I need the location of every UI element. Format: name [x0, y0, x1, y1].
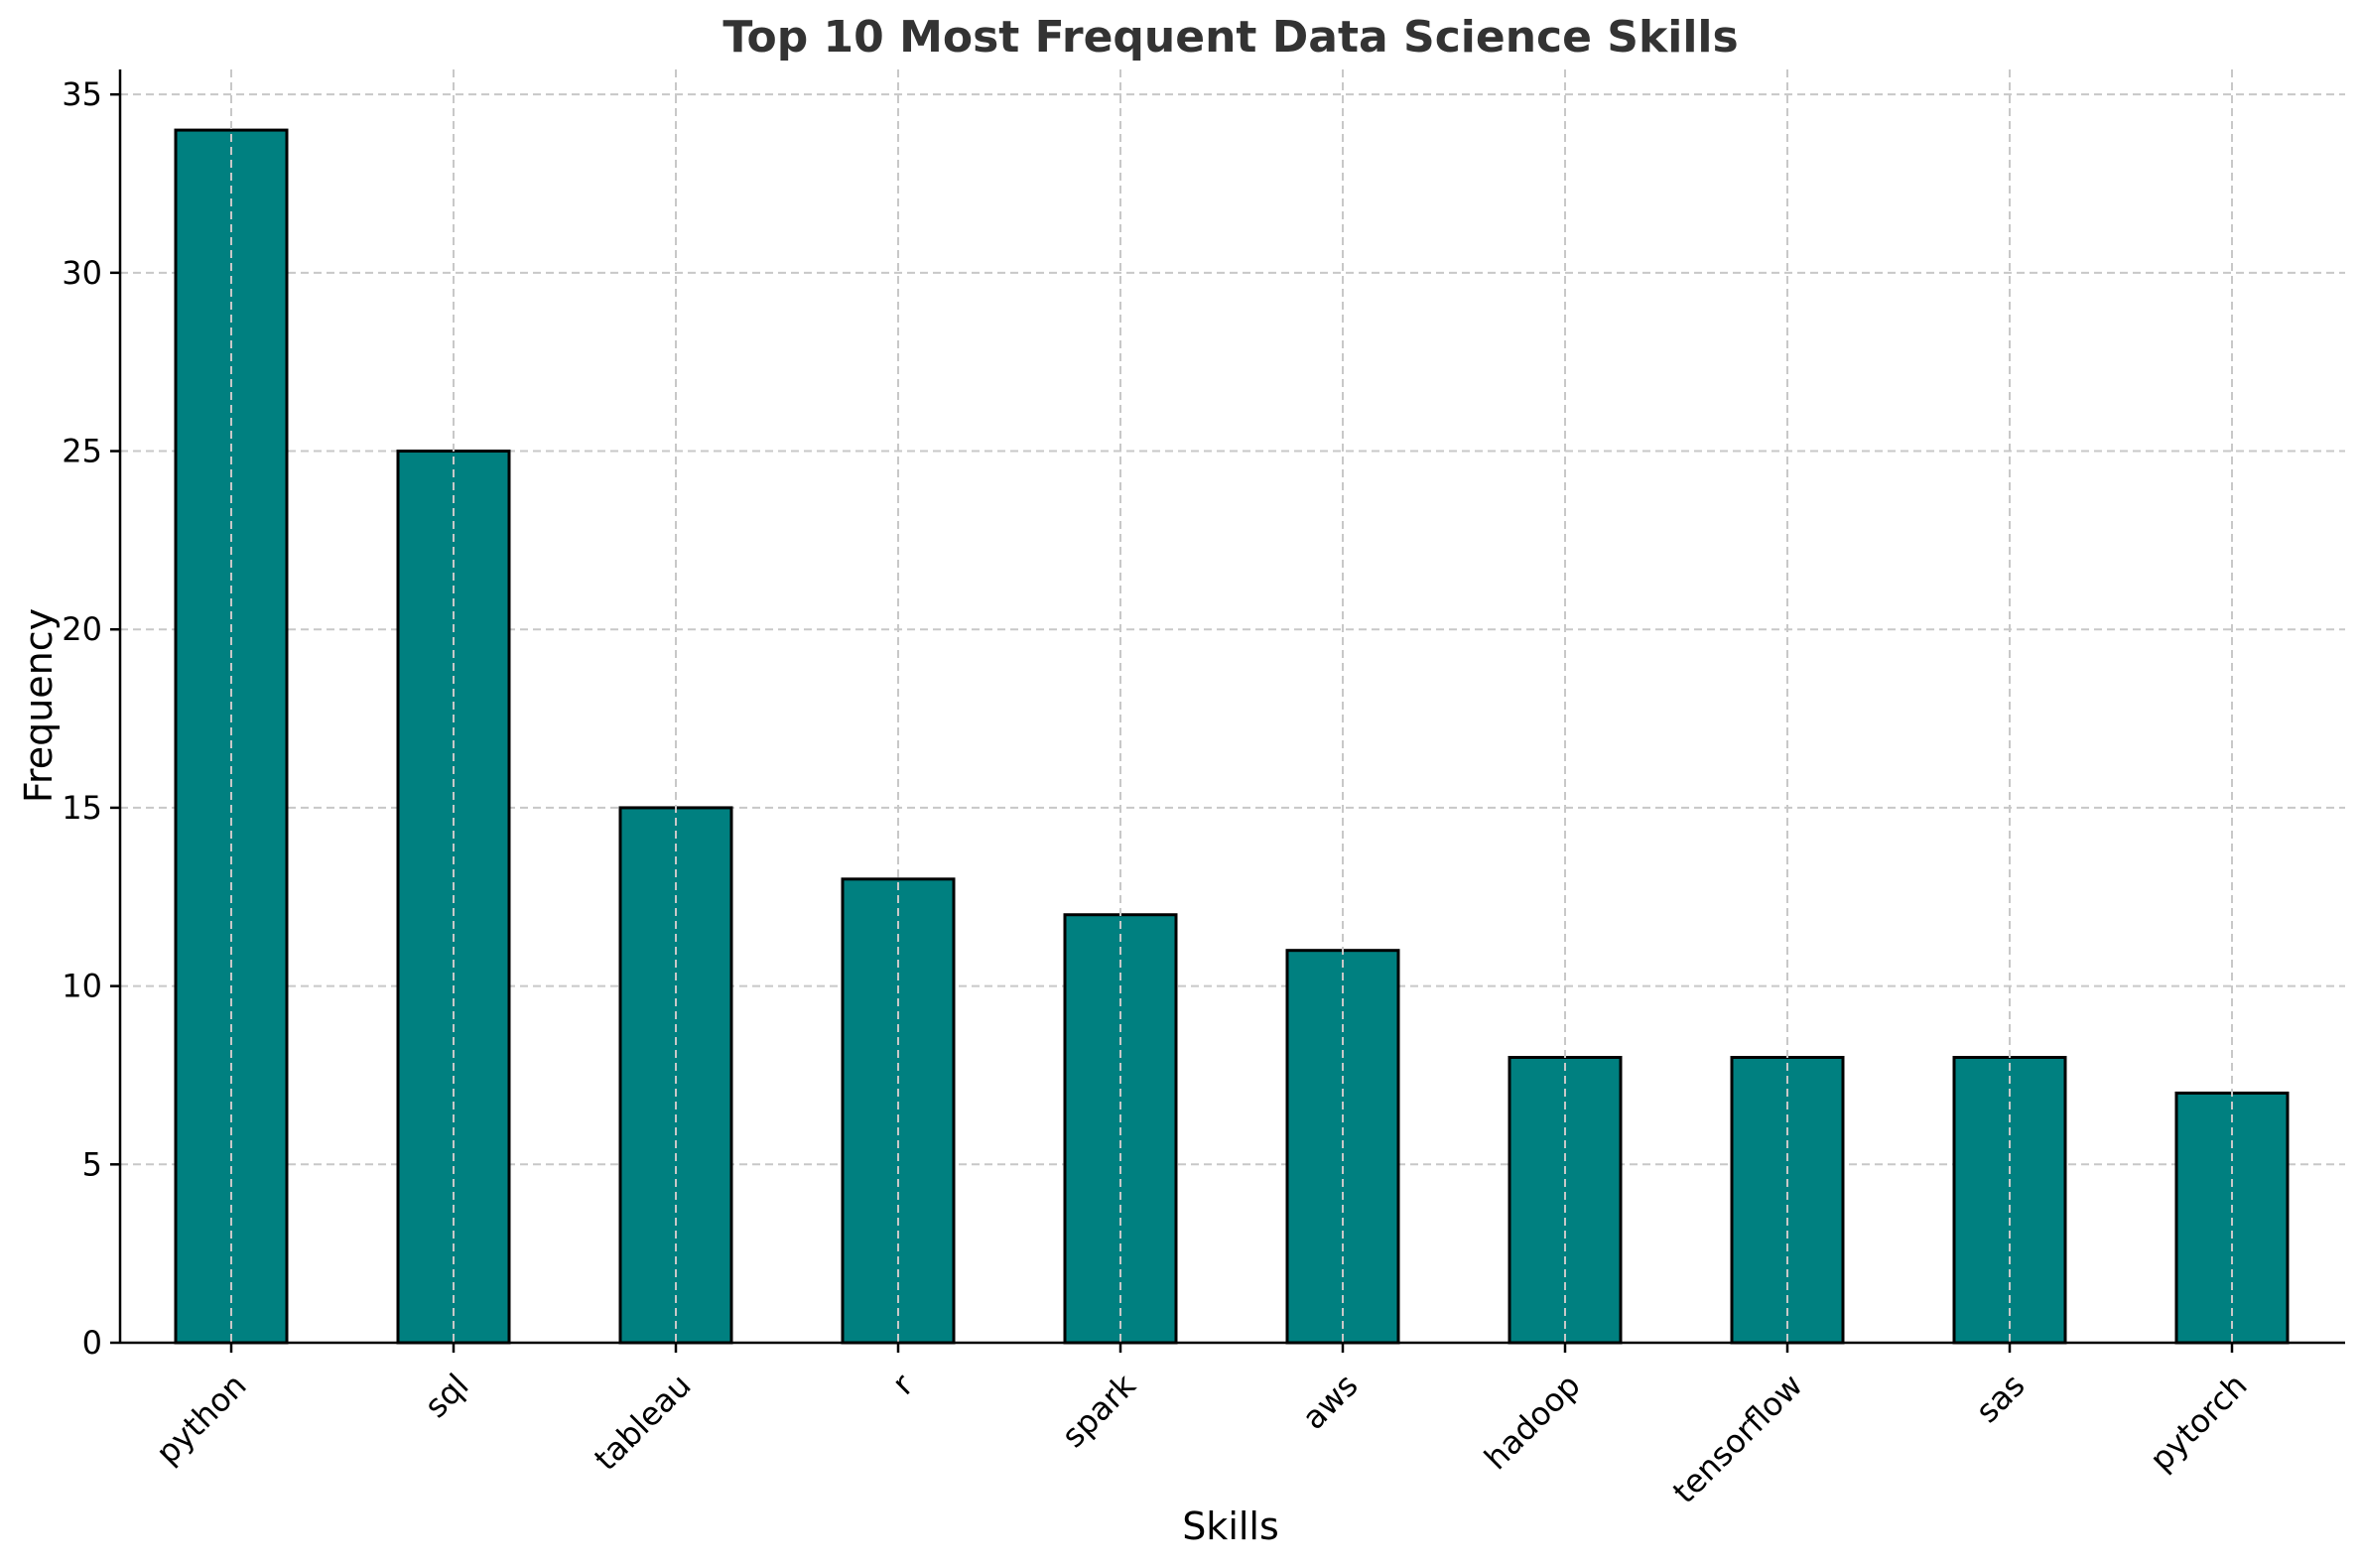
- x-tick-label-python: python: [149, 1367, 254, 1472]
- x-tick-label-sql: sql: [417, 1367, 475, 1425]
- y-tick-label: 20: [62, 610, 102, 648]
- x-ticks: python sql tableau r spark aws hadoop tensorflo…: [149, 1343, 2255, 1510]
- chart-title: Top 10 Most Frequent Data Science Skills: [722, 12, 1738, 63]
- grid-lines: [120, 93, 2345, 1166]
- y-ticks: 0 5 10 15 20 25 30 35: [62, 75, 120, 1362]
- y-axis-label: Frequency: [17, 608, 61, 803]
- y-tick-label: 5: [82, 1145, 102, 1183]
- x-tick-label-aws: aws: [1295, 1367, 1366, 1437]
- x-tick-label-pytorch: pytorch: [2143, 1367, 2255, 1479]
- bar-r: [841, 877, 956, 1345]
- y-tick-label: 10: [62, 968, 102, 1005]
- bars: [174, 69, 2290, 1345]
- y-tick-label: 25: [62, 433, 102, 470]
- x-tick-label-tensorflow: tensorflow: [1665, 1367, 1810, 1511]
- x-tick-label-spark: spark: [1054, 1366, 1143, 1455]
- x-tick-label-tableau: tableau: [587, 1367, 698, 1478]
- y-tick-label: 15: [62, 789, 102, 827]
- x-tick-label-sas: sas: [1968, 1367, 2032, 1430]
- y-tick-label: 35: [62, 75, 102, 113]
- x-tick-label-r: r: [884, 1366, 921, 1402]
- y-tick-label: 0: [82, 1324, 102, 1362]
- y-tick-label: 30: [62, 254, 102, 292]
- x-axis-label: Skills: [1182, 1504, 1279, 1548]
- axes: [118, 69, 2345, 1345]
- x-tick-label-hadoop: hadoop: [1477, 1367, 1587, 1477]
